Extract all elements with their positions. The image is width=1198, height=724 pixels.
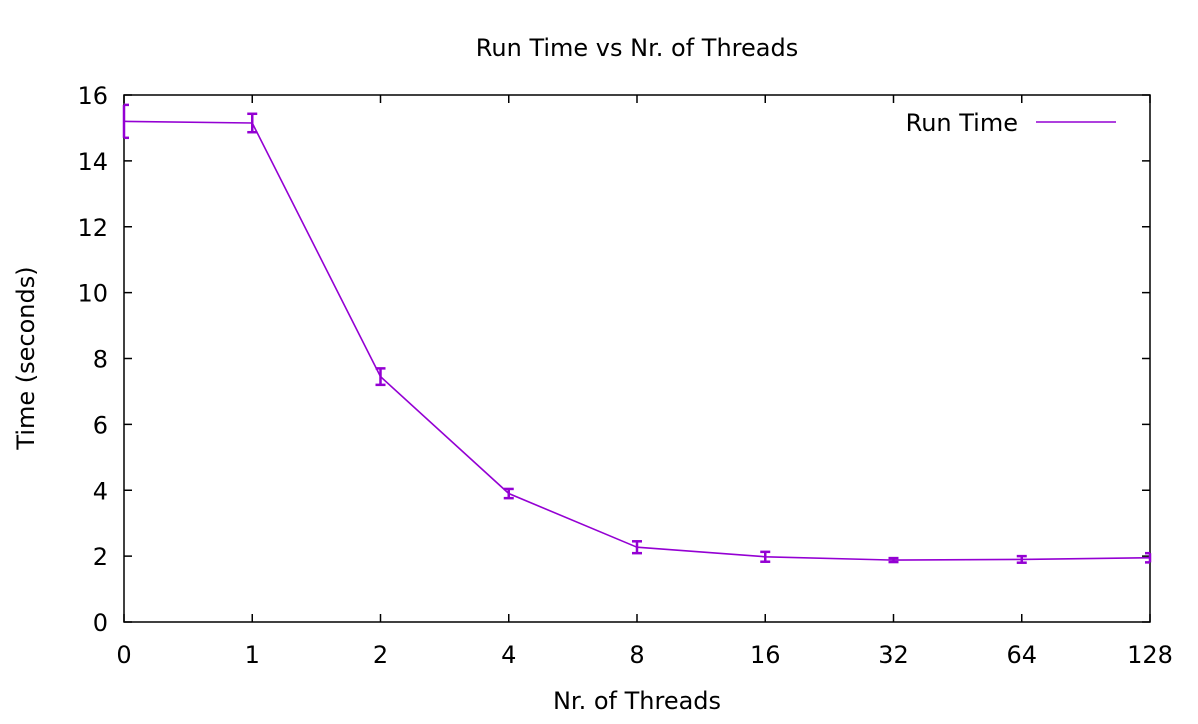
y-tick-label: 4 <box>93 477 108 505</box>
error-bar <box>503 487 514 500</box>
error-bar <box>1016 554 1027 564</box>
y-tick-label: 8 <box>93 346 108 374</box>
x-tick-label: 2 <box>373 641 388 669</box>
x-tick-label: 128 <box>1127 641 1173 669</box>
chart-title: Run Time vs Nr. of Threads <box>476 34 798 62</box>
x-tick-label: 32 <box>878 641 909 669</box>
legend: Run Time <box>906 109 1116 137</box>
y-tick-label: 16 <box>77 82 108 110</box>
error-bar <box>1145 551 1152 564</box>
x-tick-label: 4 <box>501 641 516 669</box>
y-tick-label: 10 <box>77 280 108 308</box>
x-axis: 0 1 2 4 8 16 32 64 128 <box>116 95 1173 669</box>
error-bar <box>375 367 386 387</box>
error-bar <box>888 556 899 564</box>
error-bar <box>247 112 258 134</box>
y-tick-label: 12 <box>77 214 108 242</box>
x-tick-label: 1 <box>245 641 260 669</box>
legend-label: Run Time <box>906 109 1018 137</box>
error-bar <box>760 550 771 563</box>
x-axis-label: Nr. of Threads <box>553 687 721 715</box>
y-tick-label: 0 <box>93 609 108 637</box>
error-bar <box>122 103 129 140</box>
error-bar <box>632 540 642 555</box>
y-tick-label: 2 <box>93 543 108 571</box>
y-axis-label: Time (seconds) <box>12 266 40 450</box>
x-tick-label: 64 <box>1006 641 1037 669</box>
y-axis: 0 2 4 6 8 10 12 14 16 <box>77 82 1150 637</box>
series-line <box>123 120 1151 561</box>
y-tick-label: 6 <box>93 411 108 439</box>
y-tick-label: 14 <box>77 148 108 176</box>
x-tick-label: 16 <box>750 641 781 669</box>
x-tick-label: 8 <box>629 641 644 669</box>
series-layer <box>122 103 1152 564</box>
x-tick-label: 0 <box>116 641 131 669</box>
